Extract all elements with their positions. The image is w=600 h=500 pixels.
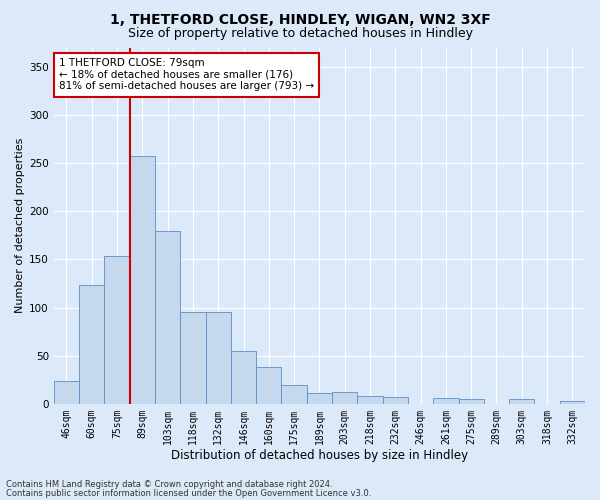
Bar [307, 393, 332, 404]
Bar [560, 401, 585, 404]
Text: 1, THETFORD CLOSE, HINDLEY, WIGAN, WN2 3XF: 1, THETFORD CLOSE, HINDLEY, WIGAN, WN2 3… [110, 12, 490, 26]
Y-axis label: Number of detached properties: Number of detached properties [15, 138, 25, 314]
Text: Size of property relative to detached houses in Hindley: Size of property relative to detached ho… [128, 28, 473, 40]
Bar [206, 312, 231, 404]
Bar [79, 286, 104, 404]
Bar [509, 399, 535, 404]
X-axis label: Distribution of detached houses by size in Hindley: Distribution of detached houses by size … [171, 450, 468, 462]
Bar [231, 351, 256, 404]
Bar [433, 398, 458, 404]
Bar [155, 232, 180, 404]
Text: Contains public sector information licensed under the Open Government Licence v3: Contains public sector information licen… [6, 488, 371, 498]
Text: Contains HM Land Registry data © Crown copyright and database right 2024.: Contains HM Land Registry data © Crown c… [6, 480, 332, 489]
Bar [130, 156, 155, 404]
Bar [383, 397, 408, 404]
Bar [104, 256, 130, 404]
Bar [281, 384, 307, 404]
Bar [358, 396, 383, 404]
Bar [332, 392, 358, 404]
Bar [256, 367, 281, 404]
Bar [458, 399, 484, 404]
Bar [54, 380, 79, 404]
Text: 1 THETFORD CLOSE: 79sqm
← 18% of detached houses are smaller (176)
81% of semi-d: 1 THETFORD CLOSE: 79sqm ← 18% of detache… [59, 58, 314, 92]
Bar [180, 312, 206, 404]
